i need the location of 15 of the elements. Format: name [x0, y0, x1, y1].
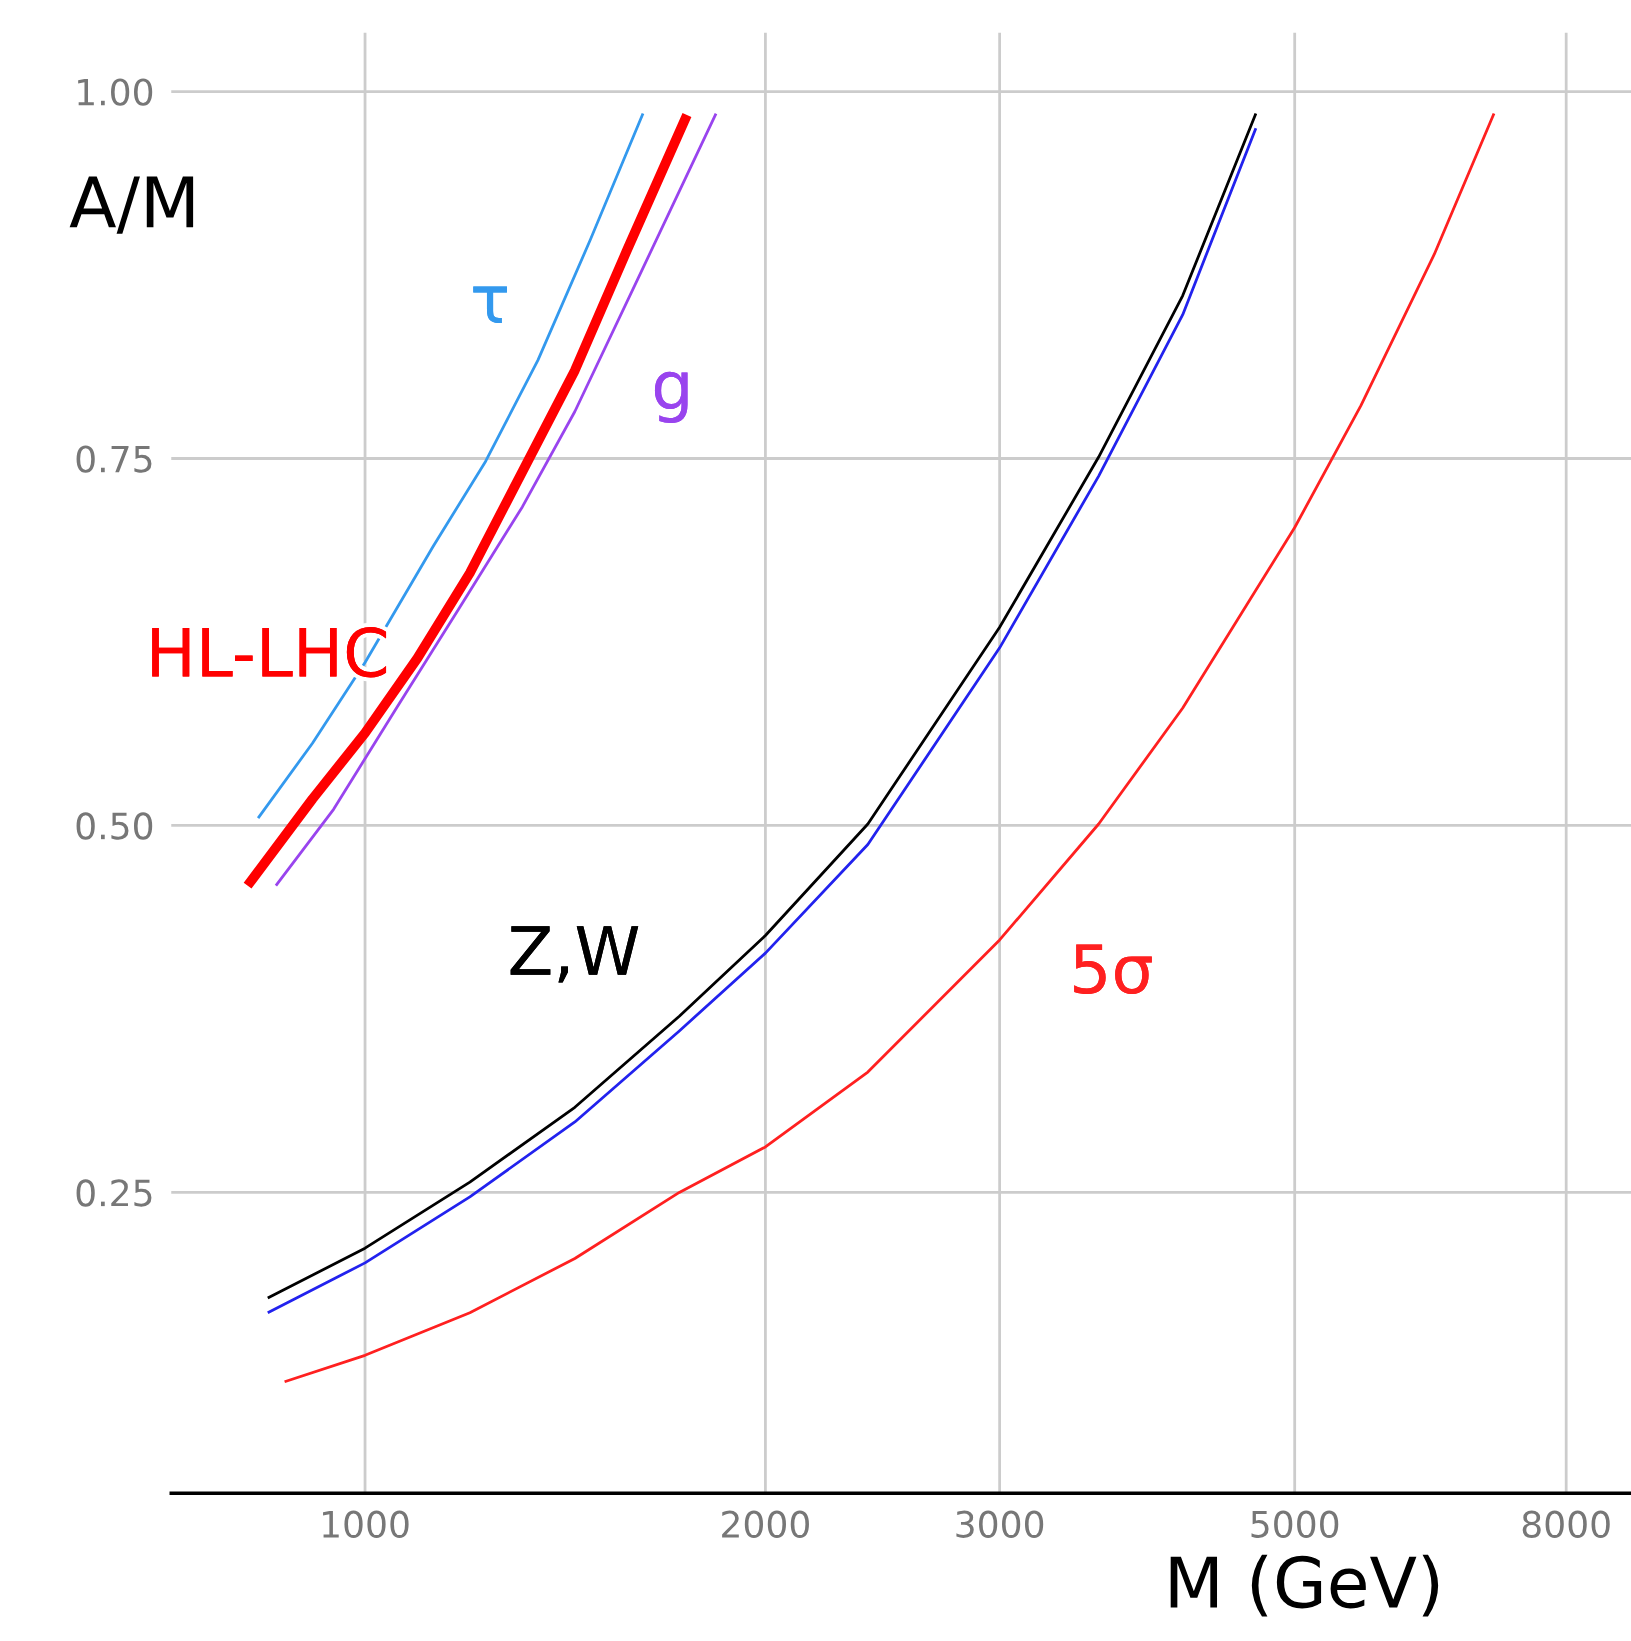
y-tick-label: 0.75: [76, 445, 152, 473]
series-label: 5σ: [1074, 944, 1152, 994]
y-tick-label: 0.50: [76, 812, 153, 840]
y-tick-label: 1.00: [78, 78, 153, 106]
x-tick-label: 2000: [722, 1510, 809, 1538]
x-tick-label: 5000: [1251, 1510, 1339, 1538]
series-label: Z,W: [510, 926, 639, 983]
series-label: τ: [473, 286, 507, 323]
y-tick-label: 0.25: [76, 1179, 152, 1207]
x-tick-label: 3000: [956, 1510, 1044, 1538]
x-axis-title: M (GeV): [1170, 1554, 1439, 1617]
y-axis-title: A/M: [69, 176, 194, 234]
x-tick-label: 8000: [1522, 1510, 1610, 1538]
series-label: g: [654, 371, 688, 423]
x-tick-label: 1000: [323, 1510, 409, 1538]
